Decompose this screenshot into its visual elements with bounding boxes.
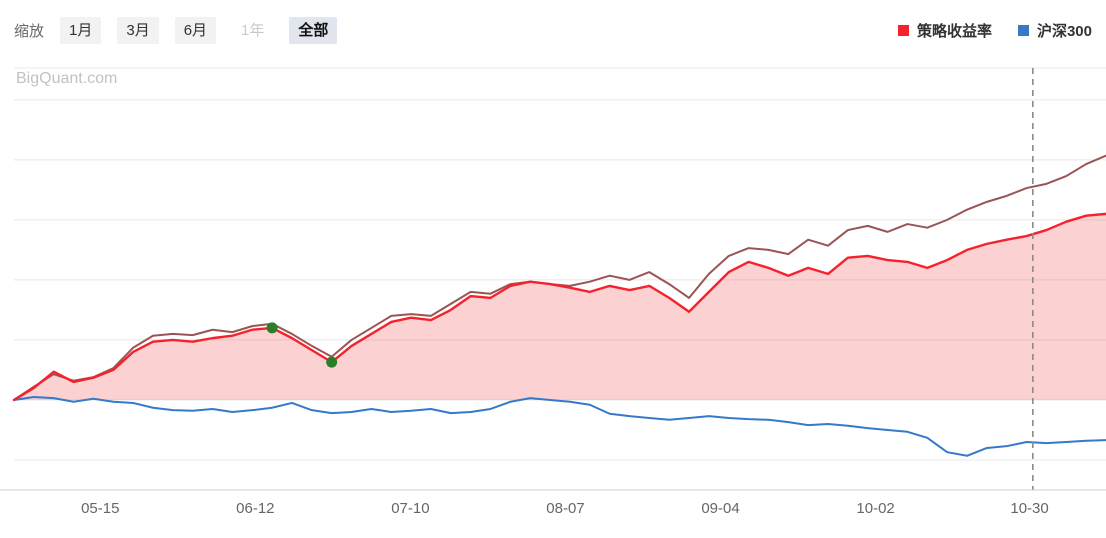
range-button-6m[interactable]: 6月 bbox=[174, 16, 217, 44]
chart-legend: 策略收益率 沪深300 bbox=[897, 20, 1092, 41]
range-button-3m[interactable]: 3月 bbox=[117, 16, 159, 44]
x-tick-label: 10-02 bbox=[856, 500, 894, 517]
range-button-1y[interactable]: 1年 bbox=[232, 17, 273, 44]
series-line-hs300 bbox=[13, 395, 1106, 457]
strategy-swatch-icon bbox=[897, 24, 909, 36]
series-line-strategy bbox=[12, 212, 1106, 402]
range-button-all[interactable]: 全部 bbox=[289, 16, 338, 44]
zoom-range-controls: 缩放 1月 3月 6月 1年 全部 bbox=[14, 16, 338, 44]
x-tick-label: 10-30 bbox=[1010, 500, 1048, 517]
legend-item-strategy[interactable]: 策略收益率 bbox=[897, 20, 992, 41]
legend-label-hs300: 沪深300 bbox=[1036, 22, 1092, 40]
x-tick-label: 07-10 bbox=[391, 500, 429, 517]
trade-marker[interactable] bbox=[266, 322, 278, 334]
x-tick-label: 08-07 bbox=[546, 500, 584, 517]
x-tick-label: 09-04 bbox=[701, 500, 739, 517]
legend-label-strategy: 策略收益率 bbox=[916, 22, 992, 40]
watermark: BigQuant.com bbox=[16, 70, 118, 87]
area-fill-strategy bbox=[14, 213, 1106, 400]
hs300-swatch-icon bbox=[1017, 24, 1029, 36]
x-tick-label: 05-15 bbox=[81, 500, 119, 517]
zoom-label: 缩放 bbox=[14, 22, 45, 40]
x-tick-label: 06-12 bbox=[236, 500, 274, 517]
trade-marker[interactable] bbox=[326, 356, 338, 368]
range-button-1m[interactable]: 1月 bbox=[60, 16, 102, 44]
chart-toolbar: 缩放 1月 3月 6月 1年 全部 策略收益率 沪深300 bbox=[14, 14, 1092, 46]
legend-item-hs300[interactable]: 沪深300 bbox=[1017, 20, 1092, 41]
